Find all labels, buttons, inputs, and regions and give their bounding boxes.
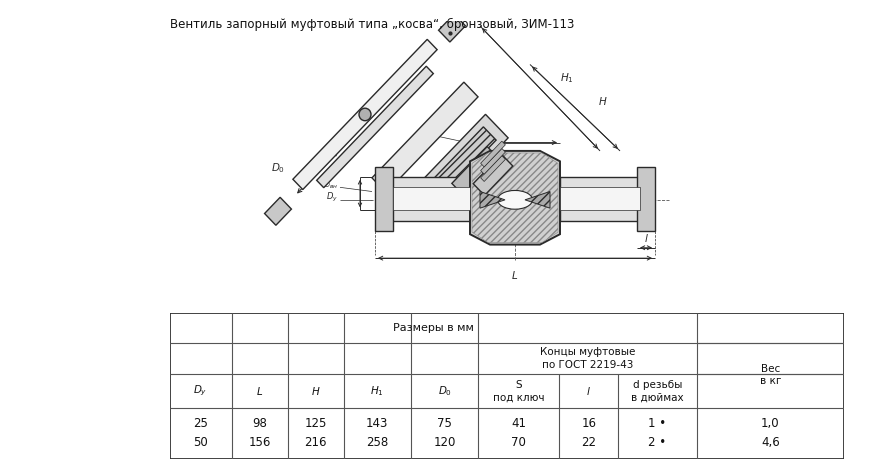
Text: 25
50: 25 50	[193, 417, 208, 449]
Polygon shape	[372, 82, 477, 193]
Text: $L$: $L$	[255, 385, 263, 397]
Text: $D_0$: $D_0$	[437, 384, 451, 398]
Polygon shape	[393, 187, 469, 210]
Text: 98
156: 98 156	[249, 417, 270, 449]
Text: 1,0
4,6: 1,0 4,6	[760, 417, 779, 449]
Polygon shape	[316, 66, 433, 188]
Ellipse shape	[497, 190, 532, 209]
Text: 143
258: 143 258	[366, 417, 388, 449]
Polygon shape	[451, 147, 503, 201]
Text: Вес
в кг: Вес в кг	[759, 364, 780, 386]
Text: Вентиль запорный муфтовый типа „косва“, бронзовый, ЗИМ-113: Вентиль запорный муфтовый типа „косва“, …	[169, 18, 574, 30]
Text: $H$: $H$	[597, 95, 607, 107]
Text: Размеры в мм: Размеры в мм	[393, 323, 474, 333]
Polygon shape	[473, 154, 512, 195]
Text: $H_1$: $H_1$	[560, 71, 574, 85]
Text: $D_y$: $D_y$	[193, 384, 208, 398]
Polygon shape	[438, 14, 465, 42]
Polygon shape	[434, 127, 495, 192]
Text: $S$: $S$	[429, 123, 438, 135]
Text: S
под ключ: S под ключ	[493, 380, 544, 402]
Text: $D_0$: $D_0$	[270, 162, 285, 176]
Text: 1 •
2 •: 1 • 2 •	[647, 417, 666, 449]
Polygon shape	[560, 177, 640, 221]
Text: $H$: $H$	[310, 385, 320, 397]
Circle shape	[359, 108, 370, 121]
Text: 41
70: 41 70	[511, 417, 526, 449]
Polygon shape	[421, 114, 507, 204]
Polygon shape	[480, 191, 504, 208]
Polygon shape	[293, 39, 436, 189]
Polygon shape	[375, 166, 393, 231]
Text: $L$: $L$	[511, 269, 518, 281]
Text: d резьбы
в дюймах: d резьбы в дюймах	[630, 380, 683, 402]
Text: $H_1$: $H_1$	[370, 384, 384, 398]
Text: 16
22: 16 22	[580, 417, 595, 449]
Polygon shape	[389, 177, 469, 221]
Text: $\emptyset_{вн}$: $\emptyset_{вн}$	[322, 179, 338, 191]
Polygon shape	[480, 141, 505, 167]
Text: $D_у$: $D_у$	[326, 191, 338, 204]
Polygon shape	[636, 166, 654, 231]
Text: $l$: $l$	[643, 231, 647, 243]
Text: Концы муфтовые
по ГОСТ 2219-43: Концы муфтовые по ГОСТ 2219-43	[540, 347, 634, 370]
Text: $l$: $l$	[586, 385, 590, 397]
Polygon shape	[480, 148, 505, 174]
Polygon shape	[264, 197, 291, 225]
Polygon shape	[524, 191, 549, 208]
Polygon shape	[469, 151, 560, 245]
Polygon shape	[560, 187, 640, 210]
Polygon shape	[480, 156, 505, 182]
Text: 125
216: 125 216	[304, 417, 327, 449]
Text: 75
120: 75 120	[433, 417, 455, 449]
